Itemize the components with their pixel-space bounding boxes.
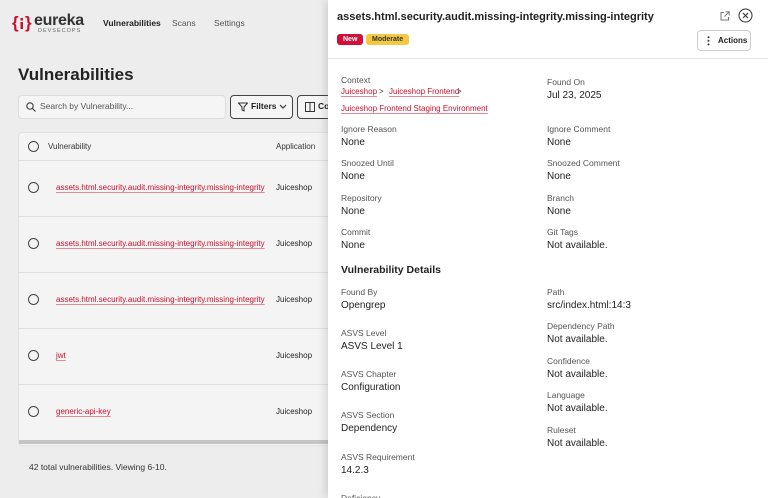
logo-icon: { } xyxy=(12,13,32,32)
application: Juiceshop xyxy=(276,239,313,248)
application: Juiceshop xyxy=(276,183,313,192)
row-divider xyxy=(19,216,359,217)
field-label: Ruleset xyxy=(547,425,576,435)
footer-text: 42 total vulnerabilities. Viewing 6-10. xyxy=(29,462,167,472)
nav-item[interactable]: Settings xyxy=(214,18,245,28)
field-value: Not available. xyxy=(547,403,608,414)
vulnerability-link[interactable]: generic-api-key xyxy=(56,407,111,416)
field-value: 14.2.3 xyxy=(341,465,369,476)
field-value: Jul 23, 2025 xyxy=(547,90,602,101)
field-value: Configuration xyxy=(341,382,401,393)
svg-text:}: } xyxy=(25,13,32,32)
nav-item[interactable]: Vulnerabilities xyxy=(103,18,161,28)
filters-label: Filters xyxy=(251,101,277,111)
field-label: Path xyxy=(547,287,565,297)
field-label: Branch xyxy=(547,193,574,203)
scrollbar xyxy=(19,440,359,444)
field-label: ASVS Level xyxy=(341,328,387,338)
field-label: Snoozed Comment xyxy=(547,158,620,168)
application: Juiceshop xyxy=(276,407,313,416)
vulnerability-link[interactable]: assets.html.security.audit.missing-integ… xyxy=(56,183,265,192)
field-value: Not available. xyxy=(547,240,608,251)
vulnerability-link[interactable]: assets.html.security.audit.missing-integ… xyxy=(56,239,265,248)
application: Juiceshop xyxy=(276,295,313,304)
details-heading: Vulnerability Details xyxy=(341,264,441,276)
field-value: Not available. xyxy=(547,334,608,345)
field-label: ASVS Requirement xyxy=(341,452,415,462)
field-label: ASVS Section xyxy=(341,410,395,420)
vulnerability-link[interactable]: assets.html.security.audit.missing-integ… xyxy=(56,295,265,304)
field-label: Deficiency xyxy=(341,493,381,498)
field-label: Ignore Comment xyxy=(547,124,611,134)
field-value: Not available. xyxy=(547,438,608,449)
table: Vulnerability Application assets.html.secu… xyxy=(18,132,360,446)
logo-text: eureka xyxy=(34,12,84,29)
actions-button[interactable]: Actions xyxy=(697,30,751,51)
field-label: Snoozed Until xyxy=(341,158,394,168)
row-divider xyxy=(19,328,359,329)
vulnerability-link[interactable]: jwt xyxy=(56,351,66,360)
application: Juiceshop xyxy=(276,351,313,360)
checkbox[interactable] xyxy=(28,294,39,305)
field-label: ASVS Chapter xyxy=(341,369,397,379)
search-box[interactable]: Search by Vulnerability... xyxy=(18,95,226,119)
badge: Moderate xyxy=(366,34,410,45)
search-placeholder: Search by Vulnerability... xyxy=(40,101,134,111)
filters-button[interactable]: Filters xyxy=(230,95,293,119)
open-external-icon[interactable] xyxy=(720,11,730,21)
field-value: Dependency xyxy=(341,423,398,434)
checkbox[interactable] xyxy=(28,350,39,361)
row-divider xyxy=(19,272,359,273)
columns-label: Co xyxy=(318,101,330,111)
field-label: Found By xyxy=(341,287,378,297)
field-label: Found On xyxy=(547,77,585,87)
logo-subtext: DEVSECOPS xyxy=(38,28,82,34)
field-value: None xyxy=(547,171,571,182)
panel-title: assets.html.security.audit.missing-integ… xyxy=(337,11,654,23)
breadcrumb-link[interactable]: Juiceshop xyxy=(341,87,378,96)
column-header: Application xyxy=(276,142,316,151)
field-value: src/index.html:14:3 xyxy=(547,300,631,311)
row-divider xyxy=(19,384,359,385)
checkbox[interactable] xyxy=(28,182,39,193)
field-value: ASVS Level 1 xyxy=(341,341,403,352)
field-label: Repository xyxy=(341,193,382,203)
field-label: Confidence xyxy=(547,356,591,366)
field-value: Not available. xyxy=(547,369,608,380)
checkbox[interactable] xyxy=(28,406,39,417)
field-value: None xyxy=(341,240,365,251)
divider xyxy=(328,58,768,59)
checkbox[interactable] xyxy=(28,141,39,152)
close-button[interactable] xyxy=(738,8,753,23)
field-value: None xyxy=(547,137,571,148)
field-label: Language xyxy=(547,390,585,400)
field-label: Commit xyxy=(341,227,371,237)
field-value: Opengrep xyxy=(341,300,386,311)
breadcrumb-separator: > xyxy=(457,87,462,96)
badge: New xyxy=(337,34,364,45)
context-label: Context xyxy=(341,75,371,85)
field-label: Ignore Reason xyxy=(341,124,397,134)
breadcrumb-separator: > xyxy=(379,87,384,96)
field-label: Git Tags xyxy=(547,227,579,237)
breadcrumb-link[interactable]: Juiceshop Frontend Staging Environment xyxy=(341,104,488,113)
page-title: Vulnerabilities xyxy=(18,65,134,84)
detail-panel: assets.html.security.audit.missing-integ… xyxy=(328,0,768,498)
field-value: None xyxy=(341,137,365,148)
actions-label: Actions xyxy=(718,36,748,45)
svg-text:{: { xyxy=(12,13,19,32)
field-label: Dependency Path xyxy=(547,321,615,331)
column-header: Vulnerability xyxy=(48,142,92,151)
field-value: None xyxy=(341,206,365,217)
checkbox[interactable] xyxy=(28,238,39,249)
row-divider xyxy=(19,160,359,161)
field-value: None xyxy=(547,206,571,217)
nav-item[interactable]: Scans xyxy=(172,18,196,28)
breadcrumb-link[interactable]: Juiceshop Frontend xyxy=(389,87,460,96)
field-value: None xyxy=(341,171,365,182)
